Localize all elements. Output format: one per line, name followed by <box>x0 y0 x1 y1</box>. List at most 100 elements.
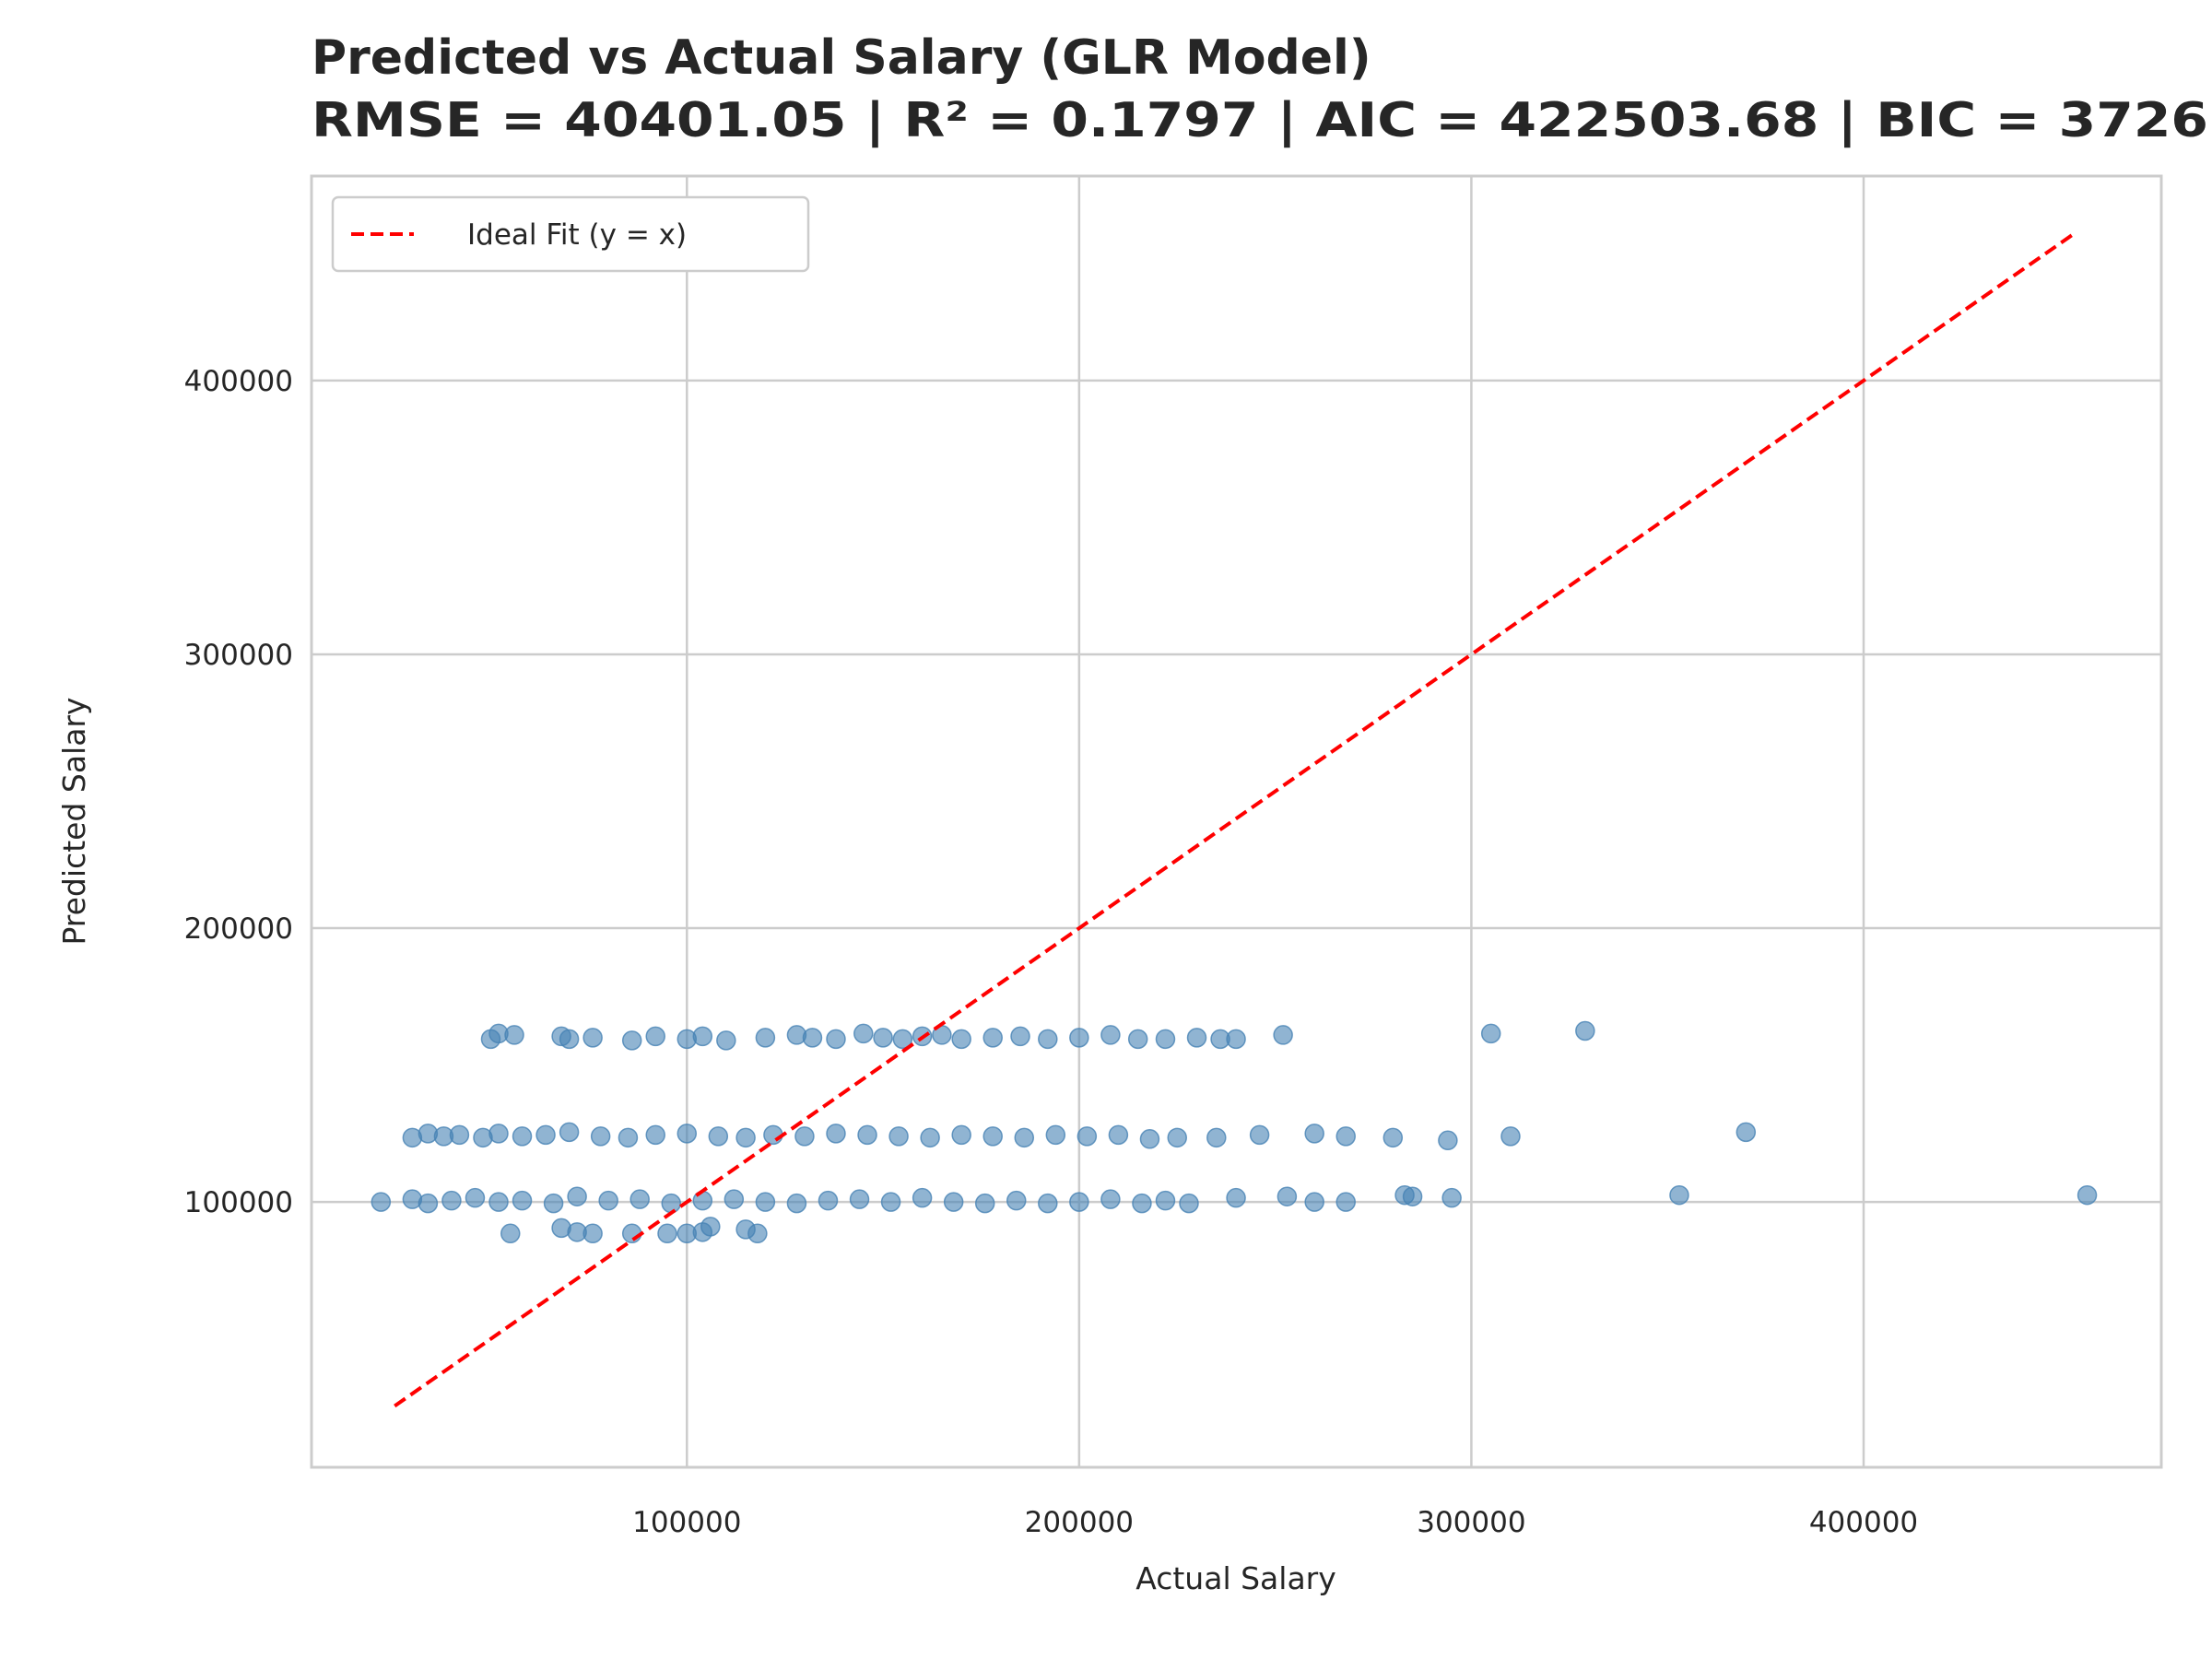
point <box>1038 1193 1058 1214</box>
point <box>826 1124 846 1144</box>
point <box>1335 1126 1356 1147</box>
point <box>920 1127 940 1148</box>
point <box>724 1189 745 1209</box>
point <box>755 1192 776 1212</box>
point <box>488 1124 509 1144</box>
point <box>661 1193 681 1214</box>
point <box>657 1223 677 1244</box>
point <box>1304 1192 1324 1212</box>
point <box>1335 1192 1356 1212</box>
point <box>943 1192 964 1212</box>
point <box>1179 1193 1199 1214</box>
point <box>700 1217 721 1237</box>
point <box>1108 1124 1129 1146</box>
point <box>512 1126 533 1147</box>
point <box>621 1223 642 1244</box>
point <box>708 1126 729 1147</box>
point <box>535 1124 556 1146</box>
point <box>590 1126 611 1147</box>
point <box>559 1029 580 1050</box>
legend-label: Ideal Fit (y = x) <box>467 218 687 252</box>
point <box>982 1028 1003 1048</box>
point <box>1273 1025 1293 1045</box>
point <box>1006 1190 1027 1211</box>
plot-frame <box>310 174 2163 1469</box>
point <box>1167 1127 1187 1148</box>
point <box>786 1193 807 1214</box>
point <box>465 1187 486 1208</box>
y-axis-label: Predicted Salary <box>56 697 92 945</box>
point <box>888 1126 909 1147</box>
point <box>1669 1184 1689 1206</box>
point <box>794 1126 815 1147</box>
point <box>677 1124 698 1144</box>
ideal-line <box>394 229 2078 1408</box>
point <box>735 1127 756 1148</box>
y-tick-label: 400000 <box>184 365 293 398</box>
point <box>1438 1130 1458 1151</box>
point <box>1206 1127 1227 1148</box>
point <box>371 1192 392 1212</box>
point <box>716 1030 736 1051</box>
point <box>598 1190 618 1211</box>
point <box>853 1023 874 1044</box>
point <box>1045 1124 1066 1146</box>
point <box>1100 1025 1121 1045</box>
point <box>512 1190 533 1211</box>
points <box>371 1020 2098 1244</box>
point <box>2077 1184 2098 1206</box>
y-tick-label: 100000 <box>184 1186 293 1219</box>
point <box>618 1127 639 1148</box>
point <box>1127 1029 1148 1050</box>
point <box>1038 1029 1058 1050</box>
point <box>1155 1029 1176 1050</box>
point <box>974 1193 995 1214</box>
chart-title: Predicted vs Actual Salary (GLR Model) <box>312 30 1371 86</box>
point <box>1304 1124 1324 1144</box>
point <box>488 1192 509 1212</box>
point <box>912 1187 933 1208</box>
point <box>951 1029 971 1050</box>
point <box>559 1122 580 1143</box>
point <box>1277 1186 1298 1206</box>
point <box>826 1029 846 1050</box>
point <box>582 1028 603 1048</box>
point <box>1186 1028 1207 1048</box>
point <box>441 1190 462 1211</box>
point <box>1077 1126 1098 1147</box>
chart-subtitle: RMSE = 40401.05 | R² = 0.1797 | AIC = 42… <box>312 93 2208 148</box>
point <box>543 1193 564 1214</box>
point <box>1226 1187 1246 1208</box>
x-axis-label: Actual Salary <box>1135 1560 1336 1596</box>
point <box>1139 1129 1160 1149</box>
x-tick-label: 300000 <box>1417 1506 1525 1539</box>
point <box>873 1028 893 1048</box>
point <box>449 1124 470 1146</box>
y-tick-label: 200000 <box>184 912 293 946</box>
x-tick-label: 400000 <box>1809 1506 1918 1539</box>
point <box>567 1186 587 1206</box>
point <box>418 1193 439 1214</box>
point <box>747 1223 768 1244</box>
point <box>1010 1026 1030 1047</box>
point <box>645 1026 665 1047</box>
point <box>818 1190 839 1211</box>
point <box>880 1192 901 1212</box>
point <box>802 1028 823 1048</box>
point <box>1100 1189 1121 1209</box>
point <box>892 1029 913 1050</box>
point <box>1480 1023 1501 1044</box>
point <box>500 1223 521 1244</box>
point <box>1500 1126 1521 1147</box>
y-tick-label: 300000 <box>184 639 293 672</box>
point <box>629 1189 650 1209</box>
point <box>645 1124 665 1146</box>
point <box>621 1030 642 1051</box>
point <box>982 1126 1003 1147</box>
point <box>1382 1127 1404 1148</box>
point <box>1155 1190 1176 1211</box>
point <box>1014 1127 1035 1148</box>
point <box>692 1026 713 1047</box>
point <box>1575 1020 1595 1041</box>
